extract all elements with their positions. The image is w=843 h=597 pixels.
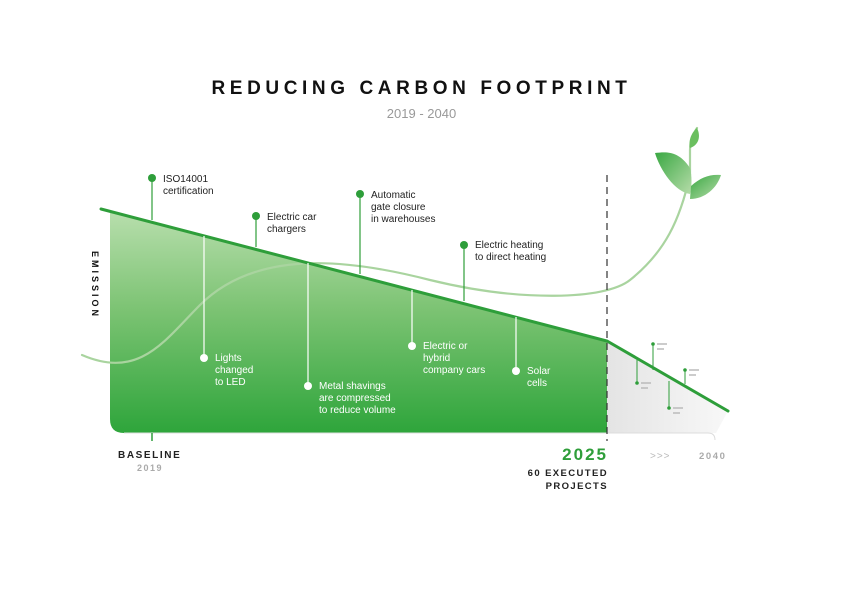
chart-subtitle: 2019 - 2040 — [386, 106, 457, 121]
action-marker — [460, 241, 468, 301]
sprout-icon — [655, 126, 721, 199]
future-marker — [651, 342, 667, 370]
future-area — [607, 341, 728, 433]
action-label-company-cars: Electric or hybrid company cars — [423, 341, 486, 376]
baseline-axis-end — [707, 432, 716, 441]
action-label-led-lights: Lights changed to LED — [215, 353, 254, 388]
emission-trend-line — [99, 207, 730, 413]
milestone-subtitle: 60 EXECUTED PROJECTS — [527, 468, 608, 492]
action-label-iso14001: ISO14001 certification — [163, 174, 214, 197]
action-marker — [200, 236, 208, 362]
chart-title: REDUCING CARBON FOOTPRINT — [211, 78, 632, 99]
future-marker — [683, 368, 699, 384]
future-arrows: >>> — [650, 451, 671, 462]
future-year: 2040 — [699, 451, 727, 462]
future-marker — [667, 381, 683, 414]
action-label-solar-cells: Solar cells — [527, 366, 551, 389]
baseline-year: 2019 — [137, 463, 164, 473]
action-marker — [356, 190, 364, 274]
action-label-ev-chargers: Electric car chargers — [267, 212, 317, 235]
future-marker — [635, 357, 651, 389]
action-marker — [512, 317, 520, 375]
action-label-metal-shavings: Metal shavings are compressed to reduce … — [319, 381, 396, 416]
action-label-direct-heating: Electric heating to direct heating — [475, 240, 547, 263]
action-label-gate-closure: Automatic gate closure in warehouses — [371, 190, 436, 225]
milestone-year: 2025 — [562, 445, 608, 464]
action-marker — [252, 212, 260, 247]
growth-stem — [80, 173, 692, 364]
action-marker — [148, 174, 156, 220]
emission-area — [101, 209, 607, 433]
baseline-label: BASELINE — [118, 450, 182, 461]
action-marker — [408, 290, 416, 350]
action-marker — [304, 263, 312, 390]
